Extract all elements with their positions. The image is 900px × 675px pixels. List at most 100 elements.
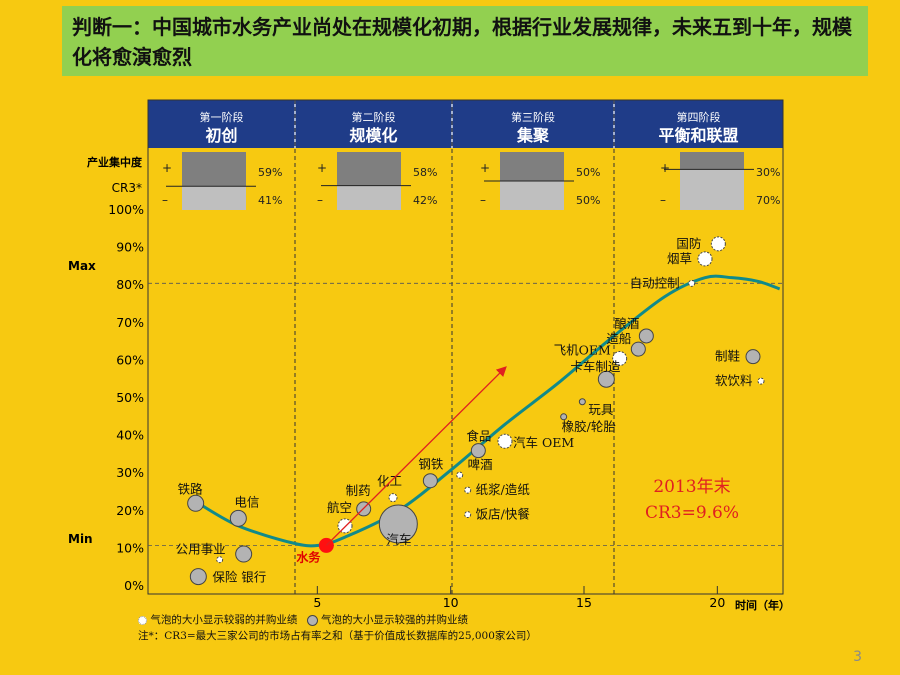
bubble-8 [378,504,418,544]
bubble-26 [757,377,765,385]
bubble-24 [710,236,726,252]
x-axis-label: 时间（年） [735,598,790,612]
bubble-label-22: 自动控制 [630,275,680,290]
highlight-line-2: CR3=9.6% [645,503,739,523]
stage-name-1: 初创 [205,126,237,145]
stage-top-pct-4: 30% [756,166,780,179]
stage-plus-2: + [317,161,327,175]
bubble-0 [187,494,205,512]
bubble-label-21: 酿酒 [614,316,639,331]
stage-sub-2: 第二阶段 [352,110,396,124]
legend-weak: 气泡的大小显示较弱的并购业绩 [150,614,298,626]
bubble-label-17: 玩具 [588,402,614,417]
bubble-label-2: 公用事业 [176,542,226,557]
weak-bubble-icon [138,615,147,625]
y-tick-label: 80% [116,277,144,292]
y-tick-label: 90% [116,240,144,255]
stage-minus-1: – [162,193,168,207]
concentration-curve [197,274,781,548]
stage-top-pct-3: 50% [576,166,600,179]
stage-bar-bottom-3 [500,181,564,210]
bubble-21 [638,328,654,344]
y-tick-label: 70% [116,315,144,330]
page-number: 3 [853,649,862,665]
bubble-19 [612,351,628,367]
stage-bar-top-1 [182,152,246,187]
bubble-17 [578,398,586,406]
y-tick-label: 0% [124,578,144,593]
y-tick-label: 60% [116,352,144,367]
stage-bar-top-2 [337,152,401,186]
annotations: 2013年末 CR3=9.6% [325,366,739,546]
bubble-3 [235,545,253,563]
bubble-22 [688,279,696,287]
footnote: 注*：CR3=最大三家公司的市场占有率之和（基于价值成长数据库的25,000家公… [138,630,537,642]
stage-bar-top-4 [680,152,744,170]
stage-bottom-pct-1: 41% [258,194,282,207]
y-tick-label: 100% [108,202,144,217]
bubble-label-1: 电信 [234,494,259,509]
bubble-label-11: 啤酒 [468,457,493,472]
stage-sub-1: 第一阶段 [200,110,244,124]
stage-bottom-pct-4: 70% [756,194,780,207]
stage-name-2: 规模化 [349,126,397,145]
stage-top-pct-2: 58% [413,166,437,179]
max-label: Max [68,259,96,273]
bubble-10 [422,473,438,489]
bubble-label-0: 铁路 [178,481,204,496]
bubble-11 [456,471,464,479]
bubble-label-8: 汽车 [386,532,411,547]
stage-plus-4: + [660,161,670,175]
stage-minus-2: – [317,193,323,207]
bubble-label-16: 橡胶/轮胎 [562,419,617,434]
stage-concentration-bars: + – 59% 41% + – 58% 42% + – 50% 50% + – 30% 70% [162,152,780,210]
bubble-13 [464,511,472,519]
bubble-label-5: 水务 [296,549,321,564]
curve [197,274,781,548]
bubble-label-9: 化工 [377,474,402,489]
stage-minus-3: – [480,193,486,207]
highlight-line-1: 2013年末 [653,477,730,497]
stage-top-pct-1: 59% [258,166,282,179]
page-title: 判断一：中国城市水务产业尚处在规模化初期，根据行业发展规律，未来五到十年，规模化… [62,6,868,76]
legend-strong: 气泡的大小显示较强的并购业绩 [321,614,469,626]
stage-header-band [148,100,783,148]
bubble-1 [229,509,247,527]
bubble-14 [470,443,486,459]
x-tick-label: 20 [709,595,725,610]
stage-dividers [294,100,615,594]
y-tick-label: 40% [116,428,144,443]
y-tick-label: 30% [116,465,144,480]
bubble-4 [189,568,207,586]
bubble-9 [388,493,398,503]
cr3-label-2: CR3* [112,181,142,195]
bubble-16 [560,413,568,421]
bubble-label-13: 饭店/快餐 [476,507,531,522]
bubble-6 [337,518,353,534]
stage-sub-4: 第四阶段 [677,110,721,124]
bubble-label-24: 国防 [676,236,701,251]
bubble-label-15: 汽车 OEM [513,435,574,450]
bubble-25 [745,349,761,365]
bubble-label-6: 航空 [327,500,352,515]
axes: 产业集中度CR3*100%90%80%70%60%50%40%30%20%10%… [68,99,790,612]
stage-sub-3: 第三阶段 [511,110,555,124]
legend: 气泡的大小显示较弱的并购业绩 气泡的大小显示较强的并购业绩 [138,612,468,627]
bubbles [187,236,765,586]
bubble-23 [697,251,713,267]
bubble-label-20: 造船 [606,331,631,346]
stage-minus-4: – [660,193,666,207]
bubble-label-26: 软饮料 [715,373,753,388]
bubble-18 [597,370,615,388]
stage-bar-bottom-1 [182,186,246,210]
bubble-label-10: 钢铁 [418,457,444,472]
bubble-label-12: 纸浆/造纸 [476,482,531,497]
bubble-2 [216,556,224,564]
y-tick-label: 50% [116,390,144,405]
stage-bar-bottom-4 [680,169,744,210]
stage-bottom-pct-2: 42% [413,194,437,207]
stage-plus-1: + [162,161,172,175]
